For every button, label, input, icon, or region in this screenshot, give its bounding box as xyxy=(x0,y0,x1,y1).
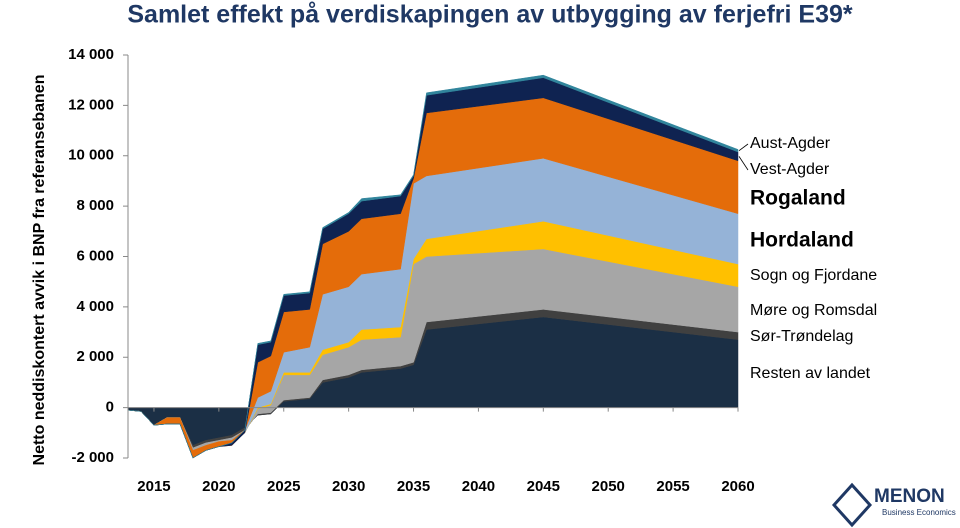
x-tick-label: 2025 xyxy=(267,478,300,495)
logo-icon xyxy=(831,482,873,528)
y-tick-label: 6 000 xyxy=(76,247,114,264)
chart-title: Samlet effekt på verdiskapingen av utbyg… xyxy=(127,1,853,29)
y-tick-label: 10 000 xyxy=(68,147,114,164)
legend-label: Sogn og Fjordane xyxy=(750,267,877,284)
x-tick-label: 2015 xyxy=(137,478,170,495)
legend-label: Møre og Romsdal xyxy=(750,302,877,319)
y-tick-label: 12 000 xyxy=(68,96,114,113)
area xyxy=(127,74,739,459)
x-tick-label: 2030 xyxy=(332,478,365,495)
legend-label: Sør-Trøndelag xyxy=(750,328,853,345)
y-axis-title: Netto neddiskontert avvik i BNP fra refe… xyxy=(31,75,48,466)
x-tick-label: 2060 xyxy=(721,478,754,495)
legend-label: Hordaland xyxy=(750,229,854,252)
legend-label: Resten av landet xyxy=(750,365,871,382)
leader-line xyxy=(738,156,749,171)
legend-label: Rogaland xyxy=(750,187,846,210)
y-tick-label: 14 000 xyxy=(68,46,114,63)
x-tick-label: 2045 xyxy=(527,478,560,495)
y-tick-label: 2 000 xyxy=(76,348,114,365)
x-tick-label: 2055 xyxy=(656,478,689,495)
x-tick-label: 2040 xyxy=(462,478,495,495)
area xyxy=(127,316,739,446)
x-tick-label: 2020 xyxy=(202,478,235,495)
y-tick-label: 0 xyxy=(106,399,114,416)
x-tick-label: 2035 xyxy=(397,478,430,495)
logo: MENON Business Economics xyxy=(831,482,956,528)
logo-name: MENON xyxy=(874,486,945,507)
legend-label: Aust-Agder xyxy=(750,135,831,152)
logo-tagline: Business Economics xyxy=(882,508,956,517)
leader-line xyxy=(738,143,749,152)
y-tick-label: 8 000 xyxy=(76,197,114,214)
y-tick-label: 4 000 xyxy=(76,298,114,315)
legend-label: Vest-Agder xyxy=(750,161,830,178)
y-tick-label: -2 000 xyxy=(71,449,114,466)
x-tick-label: 2050 xyxy=(592,478,625,495)
